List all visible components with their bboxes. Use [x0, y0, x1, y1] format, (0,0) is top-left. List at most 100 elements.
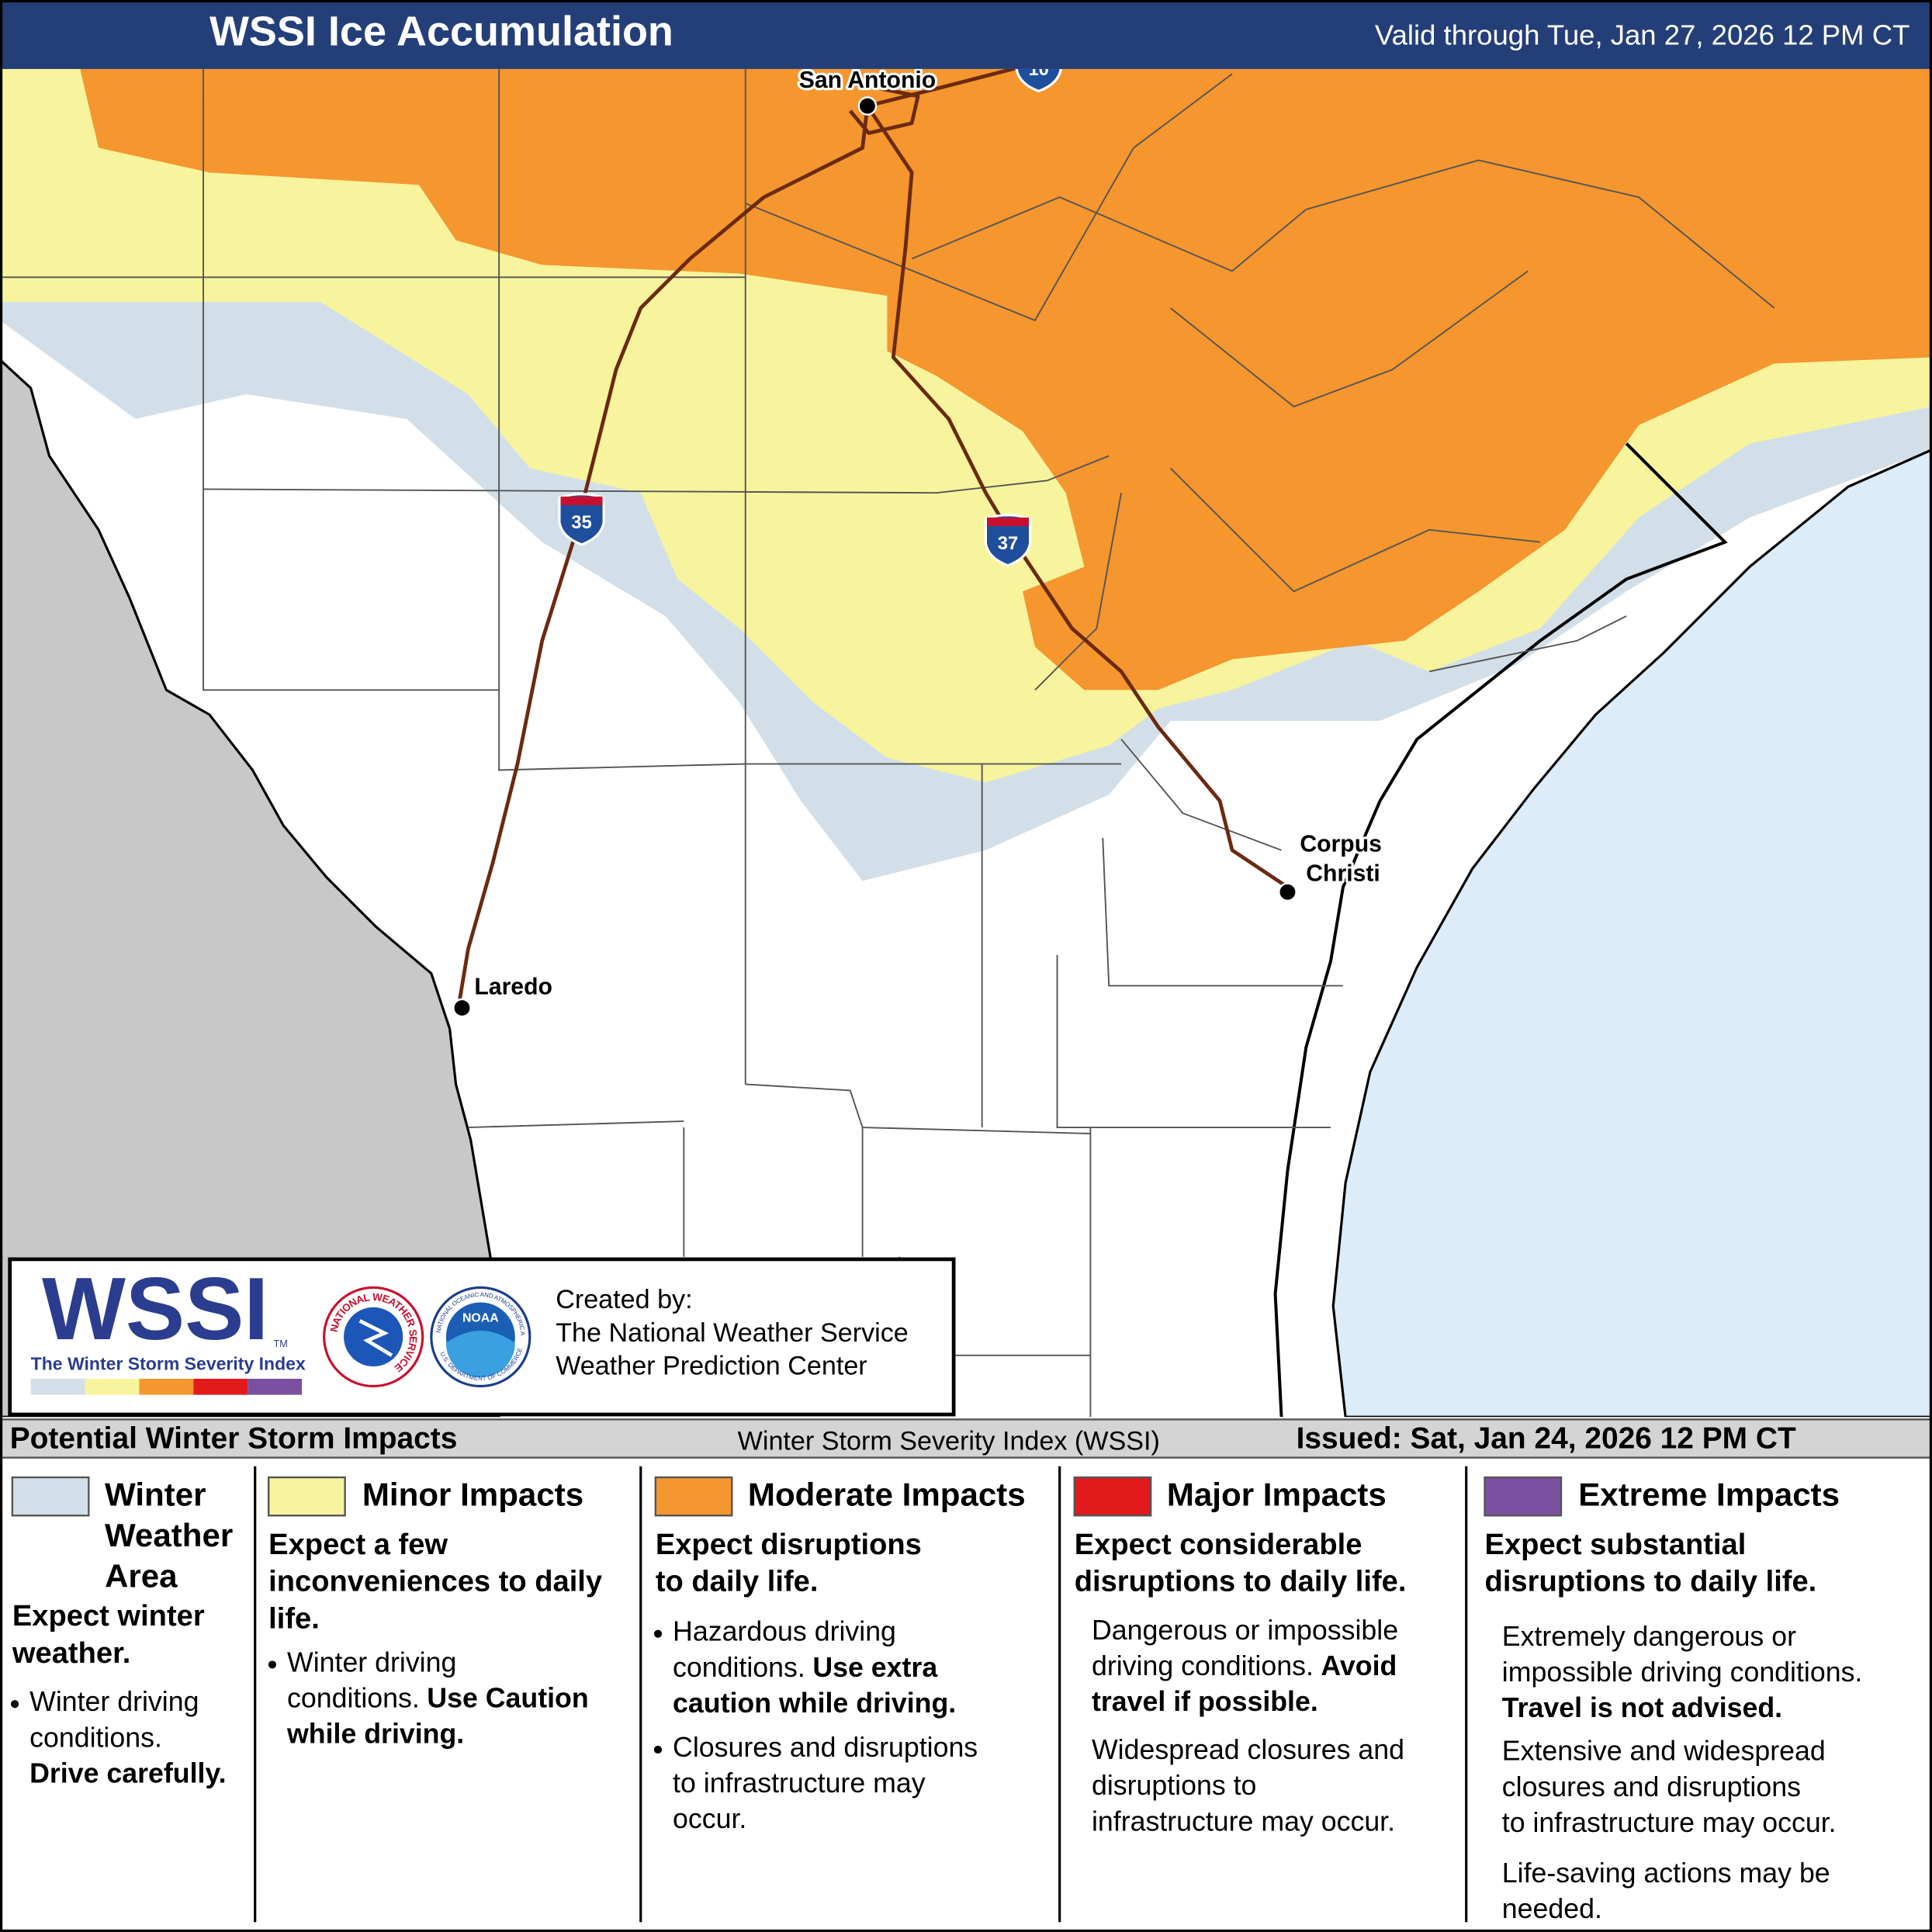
tagline: The Winter Storm Severity Index: [31, 1354, 306, 1374]
legend-title: Potential Winter Storm Impacts: [10, 1422, 458, 1456]
category-name: Weather: [105, 1517, 233, 1553]
detail-emphasis: caution while driving.: [673, 1688, 956, 1719]
shield-top: [560, 496, 603, 506]
issued-time: Issued: Sat, Jan 24, 2026 12 PM CT: [1297, 1422, 1796, 1456]
detail-text: Dangerous or impossible: [1092, 1615, 1398, 1646]
legend-columns: Winter Weather Area Expect winter weather. Wi…: [10, 1476, 1863, 1924]
noaa-wave: [445, 1331, 515, 1378]
color-bar-segment: [139, 1378, 194, 1395]
detail-emphasis: travel if possible.: [1092, 1687, 1318, 1718]
map: 10 35 37 San Antonio Laredo Corpus Christi: [0, 59, 1932, 1418]
detail-text: Hazardous driving: [673, 1616, 896, 1647]
legend-index: Winter Storm Severity Index (WSSI): [738, 1427, 1160, 1456]
noaa-label: NOAA: [462, 1311, 499, 1324]
detail-text: to infrastructure may occur.: [1502, 1807, 1837, 1838]
detail-line: travel if possible.: [1092, 1687, 1318, 1718]
detail-line: while driving.: [286, 1719, 464, 1750]
detail-line: conditions.: [29, 1723, 162, 1754]
detail-text: driving conditions.: [1092, 1651, 1314, 1682]
detail-text: Closures and disruptions: [673, 1732, 978, 1763]
detail-emphasis: Avoid: [1321, 1651, 1397, 1682]
detail-line: caution while driving.: [673, 1688, 956, 1719]
detail-line: Widespread closures and: [1092, 1735, 1404, 1766]
city-label: San Antonio: [799, 68, 936, 93]
shield-body: [558, 493, 605, 546]
category-headline: inconveniences to daily: [268, 1566, 602, 1598]
detail-line: Dangerous or impossible: [1092, 1615, 1398, 1646]
detail-line: Travel is not advised.: [1502, 1693, 1782, 1724]
detail-line: Winter driving: [29, 1687, 199, 1718]
color-bar-segment: [30, 1378, 85, 1395]
legend-column: Minor Impacts Expect a few inconveniences …: [267, 1476, 602, 1750]
detail-line: impossible driving conditions.: [1502, 1657, 1863, 1688]
detail-text: closures and disruptions: [1502, 1771, 1801, 1802]
highway-shield: 35: [558, 493, 605, 546]
legend-swatch: [654, 1476, 733, 1517]
detail-text: impossible driving conditions.: [1502, 1657, 1863, 1688]
bullet: [10, 1700, 19, 1709]
mexico: [0, 358, 500, 1418]
legend-swatch: [1073, 1476, 1152, 1517]
detail-line: occur.: [673, 1804, 746, 1835]
city-label: Corpus: [1300, 831, 1382, 857]
shield-number: 37: [998, 533, 1019, 554]
detail-line: Hazardous driving: [673, 1616, 896, 1647]
detail-text: Life-saving actions may be: [1502, 1858, 1830, 1889]
detail-line: conditions. Use Caution: [287, 1683, 589, 1714]
wssi-wordmark: WSSI: [42, 1260, 268, 1359]
header-bar: [0, 0, 1932, 69]
credit-line: Weather Prediction Center: [556, 1352, 867, 1381]
highway-shields: 10 35 37: [558, 59, 1062, 567]
category-headline: weather.: [12, 1637, 131, 1670]
shield-number: 35: [571, 512, 592, 533]
legend: Potential Winter Storm Impacts Winter St…: [0, 1418, 1932, 1924]
detail-text: Extensive and widespread: [1502, 1736, 1826, 1767]
credit-line: Created by:: [556, 1285, 692, 1314]
valid-time: Valid through Tue, Jan 27, 2026 12 PM CT: [1375, 19, 1909, 50]
loop-road: [848, 87, 920, 135]
detail-text: infrastructure may occur.: [1092, 1806, 1395, 1837]
legend-swatch: [267, 1476, 346, 1517]
category-headline: life.: [268, 1602, 320, 1635]
title: WSSI Ice Accumulation: [209, 9, 673, 55]
city-dot: [857, 96, 878, 116]
category-headline: Expect substantial: [1485, 1529, 1747, 1561]
detail-line: infrastructure may occur.: [1092, 1806, 1395, 1837]
detail-text: Winter driving: [29, 1687, 199, 1718]
legend-column: Winter Weather Area Expect winter weather. Wi…: [10, 1476, 233, 1789]
highway-shield: 10: [1015, 59, 1062, 93]
legend-swatch: [11, 1476, 90, 1517]
highway-shield: 37: [984, 514, 1032, 567]
detail-line: to infrastructure may: [673, 1768, 926, 1799]
category-name: Moderate Impacts: [748, 1477, 1026, 1513]
bullet: [653, 1629, 663, 1638]
city-dot: [1278, 882, 1297, 902]
detail-text: Extremely dangerous or: [1502, 1621, 1796, 1652]
detail-line: Winter driving: [287, 1647, 456, 1678]
category-headline: Expect disruptions: [656, 1529, 922, 1561]
cities: San Antonio Laredo Corpus Christi: [452, 68, 1384, 1018]
category-headline: disruptions to daily life.: [1075, 1566, 1407, 1598]
gulf-of-mexico: [1331, 448, 1932, 1418]
category-headline: to daily life.: [656, 1566, 819, 1598]
detail-emphasis: Drive carefully.: [29, 1758, 226, 1789]
detail-line: driving conditions. Avoid: [1092, 1651, 1397, 1682]
detail-line: to infrastructure may occur.: [1502, 1807, 1837, 1838]
bullet: [268, 1660, 277, 1669]
detail-line: Extremely dangerous or: [1502, 1621, 1796, 1652]
shield-number: 10: [1028, 59, 1049, 80]
category-headline: Expect a few: [268, 1529, 448, 1561]
detail-emphasis: Travel is not advised.: [1502, 1693, 1782, 1724]
detail-text: Winter driving: [287, 1647, 456, 1678]
legend-swatch: [1484, 1476, 1563, 1517]
category-headline: Expect considerable: [1075, 1529, 1362, 1561]
detail-line: conditions. Use extra: [673, 1652, 938, 1683]
nws-bolt: [358, 1319, 393, 1357]
detail-text: needed.: [1502, 1893, 1602, 1924]
detail-text: Widespread closures and: [1092, 1735, 1404, 1766]
detail-line: Extensive and widespread: [1502, 1736, 1826, 1767]
detail-line: Closures and disruptions: [673, 1732, 978, 1763]
detail-line: closures and disruptions: [1502, 1771, 1801, 1802]
